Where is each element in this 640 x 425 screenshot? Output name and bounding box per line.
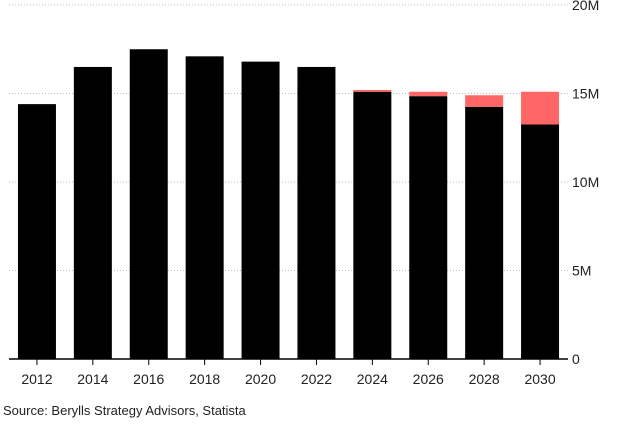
bar-increment: [409, 91, 448, 97]
bar-base: [521, 124, 560, 359]
bar-base: [241, 61, 280, 359]
bar-base: [129, 49, 168, 359]
y-tick-label: 15M: [572, 86, 599, 102]
bar-base: [73, 66, 112, 359]
x-tick-label: 2028: [469, 371, 500, 387]
bar-base: [17, 104, 56, 360]
bar-increment: [353, 89, 392, 92]
y-tick-label: 0: [572, 351, 580, 367]
bar-increment: [465, 95, 504, 107]
y-tick-label: 20M: [572, 0, 599, 13]
x-tick-label: 2026: [413, 371, 444, 387]
bar-base: [185, 56, 224, 360]
x-tick-label: 2022: [301, 371, 332, 387]
bar-base: [297, 66, 336, 359]
x-tick-label: 2014: [77, 371, 108, 387]
x-tick-label: 2024: [357, 371, 388, 387]
y-tick-label: 10M: [572, 174, 599, 190]
bar-base: [353, 91, 392, 359]
x-tick-label: 2030: [524, 371, 555, 387]
x-tick-label: 2018: [189, 371, 220, 387]
x-tick-label: 2020: [245, 371, 276, 387]
bar-increment: [521, 91, 560, 125]
y-tick-label: 5M: [572, 263, 591, 279]
source-note: Source: Berylls Strategy Advisors, Stati…: [3, 403, 246, 418]
bar-base: [409, 96, 448, 359]
x-tick-label: 2016: [133, 371, 164, 387]
x-tick-label: 2012: [21, 371, 52, 387]
bar-base: [465, 106, 504, 360]
